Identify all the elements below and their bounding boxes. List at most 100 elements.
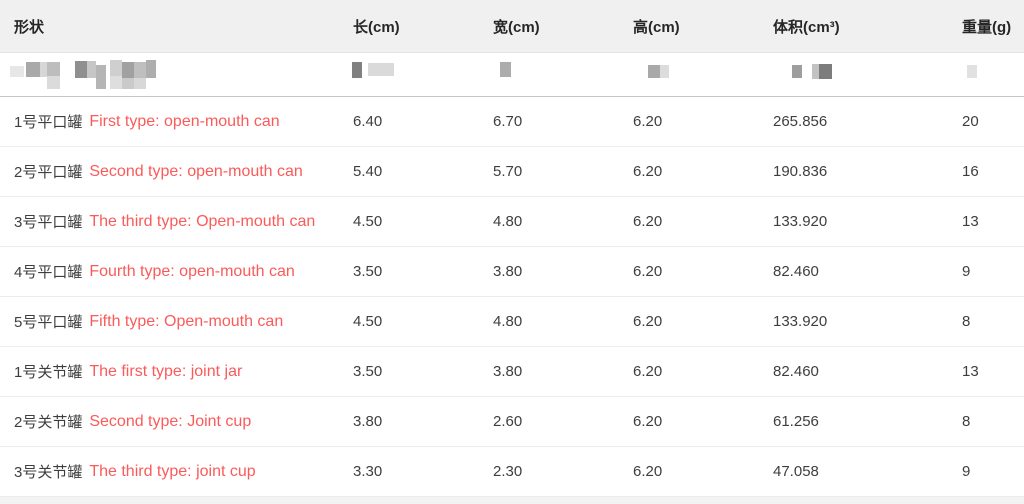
weight-value: 20 [962, 113, 979, 130]
shape-translation-en: The first type: joint jar [89, 362, 243, 380]
volume-value: 61.256 [773, 413, 819, 430]
shape-cell: 2号关节罐 Second type: Joint cup [0, 411, 353, 432]
censored-pixel-block [146, 60, 156, 78]
table-row: 3号关节罐 The third type: joint cup 3.30 2.3… [0, 447, 1024, 497]
table-row: 3号平口罐 The third type: Open-mouth can 4.5… [0, 197, 1024, 247]
table-row: 2号平口罐 Second type: open-mouth can 5.40 5… [0, 147, 1024, 197]
table-row: 5号平口罐 Fifth type: Open-mouth can 4.50 4.… [0, 297, 1024, 347]
width-value: 4.80 [493, 213, 523, 230]
censored-pixel-block [648, 65, 660, 78]
length-value: 3.80 [353, 413, 383, 430]
width-value: 4.80 [493, 313, 523, 330]
table-row: 4号平口罐 Fourth type: open-mouth can 3.50 3… [0, 247, 1024, 297]
table-row: 1号关节罐 The first type: joint jar 3.50 3.8… [0, 347, 1024, 397]
censored-pixel-block [110, 76, 122, 89]
censored-pixel-block [134, 78, 146, 89]
censored-pixel-block [967, 65, 977, 78]
length-value: 5.40 [353, 163, 383, 180]
length-value: 3.50 [353, 263, 383, 280]
censored-pixel-block [122, 62, 134, 78]
volume-value: 82.460 [773, 363, 819, 380]
width-value: 3.80 [493, 363, 523, 380]
table-header-row: 形状 长(cm) 宽(cm) 高(cm) 体积(cm³) 重量(g) [0, 0, 1024, 53]
censored-pixel-block [812, 64, 819, 79]
height-value: 6.20 [633, 463, 663, 480]
shape-cell: 4号平口罐 Fourth type: open-mouth can [0, 261, 353, 282]
length-value: 3.50 [353, 363, 383, 380]
censored-pixel-block [134, 62, 146, 78]
height-value: 6.20 [633, 363, 663, 380]
shape-translation-en: Second type: open-mouth can [89, 162, 303, 180]
shape-translation-en: First type: open-mouth can [89, 112, 280, 130]
censored-pixel-block [26, 62, 40, 77]
weight-value: 16 [962, 163, 979, 180]
censored-pixel-block [352, 62, 362, 78]
censored-pixel-block [819, 64, 832, 79]
censored-pixel-block [10, 66, 24, 77]
length-value: 3.30 [353, 463, 383, 480]
height-value: 6.20 [633, 413, 663, 430]
shape-name-cn: 3号关节罐 [14, 464, 83, 481]
volume-value: 82.460 [773, 263, 819, 280]
shape-translation-en: The third type: Open-mouth can [89, 212, 316, 230]
column-header-height: 高(cm) [633, 18, 680, 36]
column-header-weight: 重量(g) [962, 18, 1012, 36]
height-value: 6.20 [633, 263, 663, 280]
weight-value: 8 [962, 413, 971, 430]
length-value: 6.40 [353, 113, 383, 130]
shape-name-cn: 4号平口罐 [14, 264, 83, 281]
censored-row [0, 53, 1024, 97]
censored-pixel-block [122, 78, 134, 89]
column-header-shape: 形状 [14, 18, 45, 36]
weight-value: 13 [962, 213, 979, 230]
shape-name-cn: 2号平口罐 [14, 164, 83, 181]
width-value: 2.30 [493, 463, 523, 480]
table-row: 1号平口罐 First type: open-mouth can 6.40 6.… [0, 97, 1024, 147]
shape-translation-en: Second type: Joint cup [89, 412, 252, 430]
censored-pixel-block [47, 62, 60, 76]
censored-pixel-block [110, 60, 122, 76]
length-value: 4.50 [353, 313, 383, 330]
volume-value: 47.058 [773, 463, 819, 480]
censored-pixel-block [40, 62, 48, 77]
censored-pixel-block [660, 65, 669, 78]
shape-name-cn: 2号关节罐 [14, 414, 83, 431]
volume-value: 190.836 [773, 163, 828, 180]
column-header-width: 宽(cm) [493, 18, 540, 36]
volume-value: 133.920 [773, 213, 828, 230]
shape-translation-en: The third type: joint cup [89, 462, 256, 480]
weight-value: 13 [962, 363, 979, 380]
column-header-length: 长(cm) [353, 18, 400, 36]
shape-name-cn: 1号关节罐 [14, 364, 83, 381]
shape-cell: 3号关节罐 The third type: joint cup [0, 461, 353, 482]
shape-translation-en: Fourth type: open-mouth can [89, 262, 295, 280]
bottom-strip [0, 497, 1024, 504]
volume-value: 133.920 [773, 313, 828, 330]
shape-cell: 1号平口罐 First type: open-mouth can [0, 111, 353, 132]
width-value: 2.60 [493, 413, 523, 430]
column-header-volume: 体积(cm³) [773, 18, 840, 36]
censored-pixel-block [75, 61, 87, 78]
censored-pixel-block [368, 63, 394, 76]
weight-value: 9 [962, 263, 971, 280]
weight-value: 9 [962, 463, 971, 480]
height-value: 6.20 [633, 163, 663, 180]
shape-name-cn: 3号平口罐 [14, 214, 83, 231]
height-value: 6.20 [633, 313, 663, 330]
shape-name-cn: 5号平口罐 [14, 314, 83, 331]
table-row: 2号关节罐 Second type: Joint cup 3.80 2.60 6… [0, 397, 1024, 447]
censored-pixel-block [87, 61, 96, 78]
shape-cell: 5号平口罐 Fifth type: Open-mouth can [0, 311, 353, 332]
height-value: 6.20 [633, 113, 663, 130]
shape-cell: 1号关节罐 The first type: joint jar [0, 361, 353, 382]
height-value: 6.20 [633, 213, 663, 230]
volume-value: 265.856 [773, 113, 828, 130]
shape-translation-en: Fifth type: Open-mouth can [89, 312, 284, 330]
censored-pixel-block [96, 65, 106, 89]
censored-pixel-block [792, 65, 802, 78]
width-value: 3.80 [493, 263, 523, 280]
shape-name-cn: 1号平口罐 [14, 114, 83, 131]
shape-cell: 2号平口罐 Second type: open-mouth can [0, 161, 353, 182]
weight-value: 8 [962, 313, 971, 330]
